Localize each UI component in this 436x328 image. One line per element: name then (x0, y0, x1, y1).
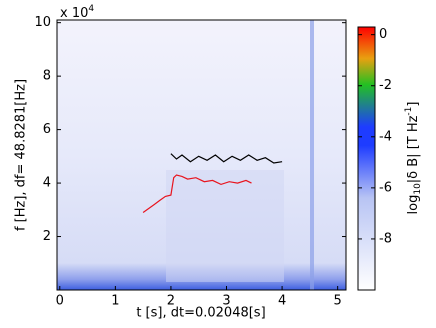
data-line (170, 153, 283, 164)
colorbar-tick-label: -2 (379, 78, 392, 93)
x-tick-label: 4 (278, 294, 286, 309)
exponent-label: x 104 (60, 4, 94, 21)
y-axis-label: f [Hz], df= 48.8281[Hz] (14, 79, 29, 231)
x-tick-label: 2 (167, 294, 175, 309)
y-tick-label: 10 (34, 15, 51, 30)
x-tick-label: 1 (111, 294, 119, 309)
y-tick-label: 4 (43, 176, 51, 191)
x-tick-label: 0 (56, 294, 64, 309)
axes-frame (56, 19, 347, 291)
x-tick-label: 3 (222, 294, 230, 309)
colorbar-label: log10|δ B| [T Hz-1] (404, 102, 423, 215)
colorbar-tick-label: -4 (379, 129, 392, 144)
x-axis-label: t [s], dt=0.02048[s] (136, 306, 265, 321)
x-tick-label: 5 (334, 294, 342, 309)
colorbar-tick-label: 0 (379, 27, 387, 42)
data-line (142, 174, 252, 213)
spectrogram-region (166, 170, 284, 282)
y-tick-label: 2 (43, 229, 51, 244)
colorbar-tick-label: -6 (379, 180, 392, 195)
y-tick-label: 8 (43, 69, 51, 84)
colorbar-tick-label: -8 (379, 231, 392, 246)
spectrogram-band (310, 20, 314, 290)
y-tick-label: 6 (43, 122, 51, 137)
colorbar (357, 26, 376, 291)
